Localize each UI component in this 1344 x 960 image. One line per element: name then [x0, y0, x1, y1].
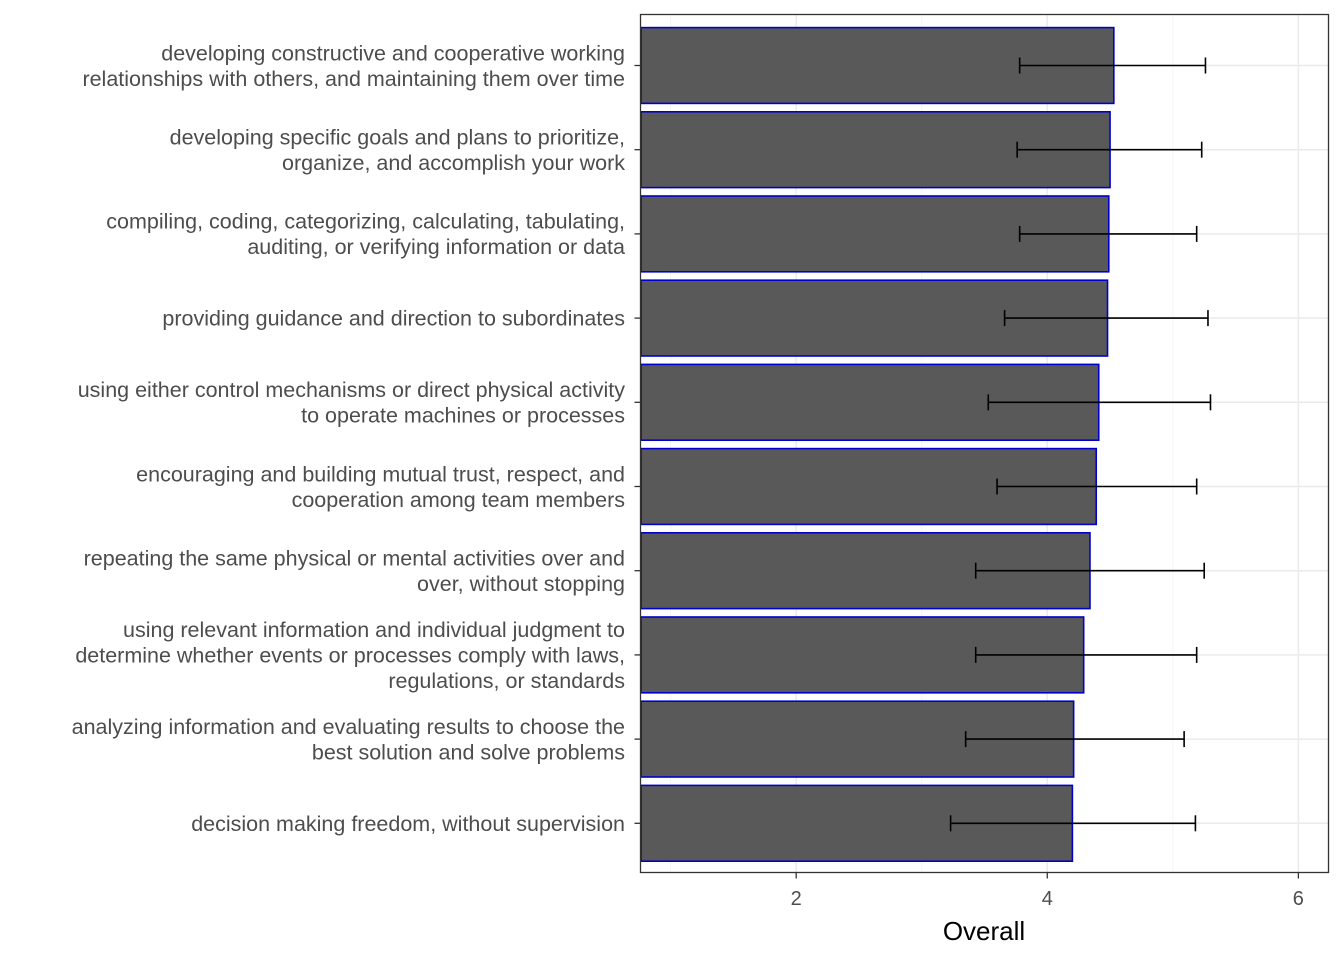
category-label: compiling, coding, categorizing, calcula… — [106, 210, 625, 260]
error-bars — [949, 57, 1212, 832]
category-label-line: using either control mechanisms or direc… — [78, 378, 626, 402]
category-label-line: providing guidance and direction to subo… — [162, 307, 625, 331]
error-bar — [996, 478, 1198, 495]
error-bar — [1016, 141, 1203, 158]
error-bar — [1018, 225, 1198, 242]
error-bar — [1003, 310, 1209, 327]
category-label: using relevant information and individua… — [75, 618, 625, 693]
category-label-line: repeating the same physical or mental ac… — [84, 546, 625, 570]
category-label-line: determine whether events or processes co… — [75, 643, 625, 667]
x-tick-label: 6 — [1293, 888, 1304, 910]
category-label: providing guidance and direction to subo… — [162, 307, 625, 331]
category-label-line: to operate machines or processes — [301, 404, 625, 428]
x-tick-label: 2 — [791, 888, 802, 910]
category-label: encouraging and building mutual trust, r… — [136, 462, 625, 512]
error-bar — [964, 731, 1185, 748]
category-label-line: regulations, or standards — [388, 669, 625, 693]
panel-border — [639, 13, 1330, 874]
category-label: analyzing information and evaluating res… — [72, 715, 625, 765]
category-label-line: organize, and accomplish your work — [282, 151, 625, 175]
category-label-line: decision making freedom, without supervi… — [191, 812, 625, 836]
category-label-line: cooperation among team members — [292, 488, 625, 512]
x-axis-title: Overall — [943, 916, 1025, 946]
category-label: decision making freedom, without supervi… — [191, 812, 625, 836]
category-label-line: developing specific goals and plans to p… — [170, 125, 625, 149]
error-bar — [1018, 57, 1207, 74]
category-label-line: encouraging and building mutual trust, r… — [136, 462, 625, 486]
category-label-line: auditing, or verifying information or da… — [247, 235, 625, 259]
category-label-line: using relevant information and individua… — [123, 618, 625, 642]
category-label-line: over, without stopping — [417, 572, 625, 596]
category-label: developing specific goals and plans to p… — [170, 125, 626, 175]
category-label-line: relationships with others, and maintaini… — [82, 67, 625, 91]
category-label-line: best solution and solve problems — [312, 740, 625, 764]
category-label: using either control mechanisms or direc… — [78, 378, 626, 428]
x-tick-label: 4 — [1042, 888, 1053, 910]
x-axis: 2 4 6 — [791, 872, 1304, 910]
error-bar — [949, 815, 1197, 832]
error-bar — [974, 562, 1206, 579]
category-label-line: compiling, coding, categorizing, calcula… — [106, 210, 625, 234]
category-label: developing constructive and cooperative … — [82, 41, 625, 91]
error-bar — [974, 646, 1198, 663]
category-label: repeating the same physical or mental ac… — [84, 546, 625, 596]
category-label-line: developing constructive and cooperative … — [161, 41, 625, 65]
error-bar — [987, 394, 1212, 411]
y-axis: developing constructive and cooperative … — [72, 41, 641, 836]
category-label-line: analyzing information and evaluating res… — [72, 715, 625, 739]
